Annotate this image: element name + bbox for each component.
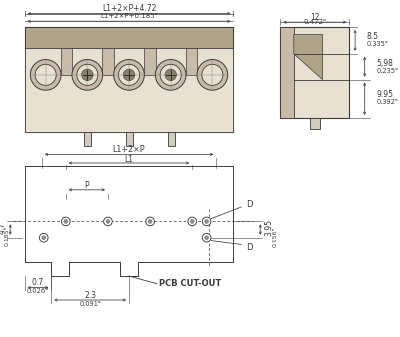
Text: 0.392": 0.392" — [376, 99, 398, 105]
Circle shape — [205, 236, 208, 240]
Circle shape — [62, 217, 70, 226]
Text: 0.335": 0.335" — [367, 41, 388, 47]
Circle shape — [165, 69, 176, 81]
Circle shape — [114, 60, 144, 90]
Text: 2.3: 2.3 — [84, 291, 96, 300]
Circle shape — [42, 236, 46, 240]
Text: 8.5: 8.5 — [367, 32, 379, 41]
Text: 4.7: 4.7 — [0, 222, 7, 234]
Text: D: D — [246, 243, 252, 252]
Circle shape — [155, 60, 186, 90]
Text: L1+2×P: L1+2×P — [113, 145, 145, 154]
Bar — [186, 48, 197, 75]
Circle shape — [82, 69, 93, 81]
Bar — [280, 27, 349, 118]
Text: 0.7: 0.7 — [32, 278, 44, 287]
Circle shape — [205, 219, 208, 223]
Circle shape — [40, 234, 48, 242]
Circle shape — [148, 219, 152, 223]
Circle shape — [202, 64, 223, 85]
Text: 0.026": 0.026" — [27, 288, 49, 294]
Text: L1+2×P+4.72: L1+2×P+4.72 — [102, 4, 156, 13]
Bar — [24, 48, 234, 132]
Circle shape — [123, 69, 135, 81]
Text: 0.156": 0.156" — [272, 226, 277, 247]
Bar — [168, 132, 174, 146]
Bar — [280, 27, 294, 118]
Text: 0.472": 0.472" — [303, 19, 326, 25]
Text: 0.091": 0.091" — [79, 301, 101, 307]
Text: L1+2×P+0.185": L1+2×P+0.185" — [100, 13, 158, 20]
Text: 9.95: 9.95 — [376, 90, 393, 98]
Circle shape — [118, 64, 140, 85]
Circle shape — [30, 60, 61, 90]
Circle shape — [72, 60, 103, 90]
Circle shape — [146, 217, 154, 226]
Bar — [61, 48, 72, 75]
Bar — [310, 118, 320, 129]
Circle shape — [104, 217, 112, 226]
Text: P: P — [84, 181, 89, 189]
Circle shape — [197, 60, 228, 90]
Circle shape — [190, 219, 194, 223]
Circle shape — [202, 217, 211, 226]
Text: 5,98: 5,98 — [376, 59, 393, 68]
Text: 12: 12 — [310, 13, 320, 22]
Circle shape — [64, 219, 68, 223]
Bar — [144, 48, 156, 75]
Text: 0.185": 0.185" — [5, 225, 10, 246]
Circle shape — [77, 64, 98, 85]
Text: 0.235": 0.235" — [376, 68, 398, 74]
Text: D: D — [246, 200, 252, 209]
Circle shape — [106, 219, 110, 223]
Circle shape — [160, 64, 181, 85]
Bar — [126, 132, 133, 146]
Bar — [24, 27, 234, 132]
Circle shape — [35, 64, 56, 85]
Text: L1: L1 — [124, 155, 134, 164]
Text: PCB CUT-OUT: PCB CUT-OUT — [159, 279, 222, 288]
Text: 3.95: 3.95 — [264, 219, 273, 236]
Bar — [84, 132, 91, 146]
Polygon shape — [294, 35, 322, 80]
Circle shape — [202, 234, 211, 242]
Circle shape — [188, 217, 196, 226]
Bar — [24, 27, 234, 48]
Bar — [102, 48, 114, 75]
